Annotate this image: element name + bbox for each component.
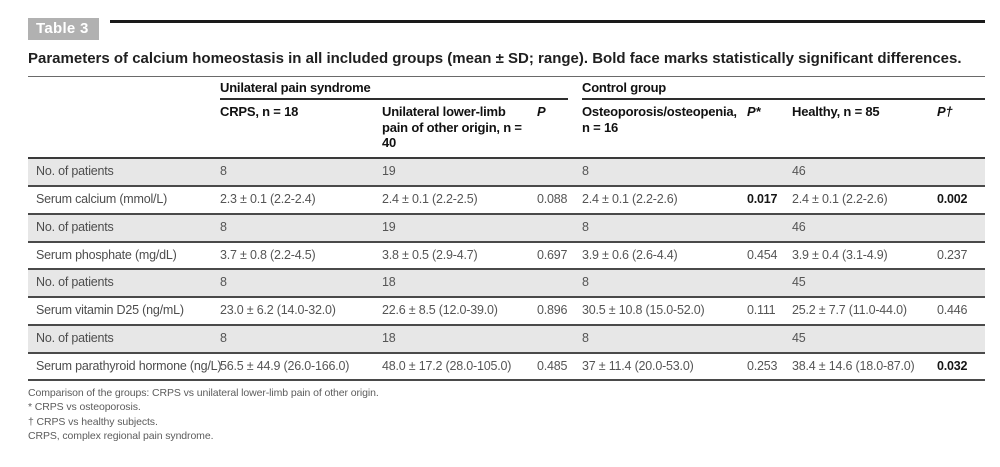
row-label: No. of patients bbox=[36, 219, 114, 234]
table-row-no-patients-4: No. of patients 8 18 8 45 bbox=[28, 324, 986, 353]
row-label: Serum calcium (mmol/L) bbox=[36, 192, 168, 207]
cell: 45 bbox=[792, 330, 806, 345]
footnote-asterisk: * CRPS vs osteoporosis. bbox=[28, 401, 141, 414]
cell: 56.5 ± 44.9 (26.0-166.0) bbox=[220, 358, 350, 373]
table-row-no-patients-3: No. of patients 8 18 8 45 bbox=[28, 269, 986, 298]
cell: 0.446 bbox=[937, 303, 968, 318]
cell bbox=[937, 269, 985, 297]
col-header-lower-limb-pain: Unilateral lower-limb pain of other orig… bbox=[382, 99, 537, 160]
group-control-group: Control group bbox=[582, 77, 986, 100]
cell: 18 bbox=[382, 275, 396, 290]
group-label: Control group bbox=[582, 80, 986, 100]
cell: 2.3 ± 0.1 (2.2-2.4) bbox=[220, 192, 316, 207]
col-header-p-dagger: P† bbox=[937, 99, 986, 160]
cell: 8 bbox=[220, 219, 227, 234]
row-label: No. of patients bbox=[36, 330, 114, 345]
cell: 3.9 ± 0.6 (2.6-4.4) bbox=[582, 247, 678, 262]
cell bbox=[747, 325, 792, 353]
cell: 8 bbox=[220, 330, 227, 345]
table-label-row: Table 3 bbox=[28, 18, 985, 42]
cell: 8 bbox=[582, 164, 589, 179]
cell: 45 bbox=[792, 275, 806, 290]
cell: 19 bbox=[382, 219, 396, 234]
cell: 0.896 bbox=[537, 303, 568, 318]
cell bbox=[747, 214, 792, 242]
col-header-osteoporosis: Osteoporosis/osteopenia, n = 16 bbox=[582, 99, 747, 160]
group-label: Unilateral pain syndrome bbox=[220, 80, 568, 100]
cell: 8 bbox=[582, 219, 589, 234]
col-header-healthy: Healthy, n = 85 bbox=[792, 99, 937, 160]
calcium-homeostasis-table: Unilateral pain syndrome Control group C… bbox=[28, 77, 986, 382]
cell: 0.485 bbox=[537, 358, 568, 373]
row-label: Serum vitamin D25 (ng/mL) bbox=[36, 303, 184, 318]
cell bbox=[537, 325, 582, 353]
table-row-no-patients-2: No. of patients 8 19 8 46 bbox=[28, 213, 986, 242]
table-number-chip: Table 3 bbox=[28, 18, 99, 40]
cell: 8 bbox=[582, 275, 589, 290]
cell bbox=[537, 158, 582, 186]
row-label: Serum parathyroid hormone (ng/L) bbox=[36, 358, 222, 373]
table-figure: Table 3 Parameters of calcium homeostasi… bbox=[28, 0, 986, 443]
top-divider bbox=[110, 20, 985, 23]
cell-significant: 0.002 bbox=[937, 192, 968, 207]
cell: 19 bbox=[382, 164, 396, 179]
cell: 46 bbox=[792, 219, 806, 234]
cell: 8 bbox=[582, 330, 589, 345]
table-row-serum-parathyroid-hormone: Serum parathyroid hormone (ng/L) 56.5 ± … bbox=[28, 353, 986, 381]
cell: 0.454 bbox=[747, 247, 778, 262]
cell: 30.5 ± 10.8 (15.0-52.0) bbox=[582, 303, 705, 318]
col-header-p: P bbox=[537, 99, 582, 160]
cell: 0.253 bbox=[747, 358, 778, 373]
row-label: No. of patients bbox=[36, 275, 114, 290]
cell bbox=[537, 214, 582, 242]
footnote-abbreviation: CRPS, complex regional pain syndrome. bbox=[28, 429, 214, 442]
table-row-serum-calcium: Serum calcium (mmol/L) 2.3 ± 0.1 (2.2-2.… bbox=[28, 186, 986, 214]
cell: 0.697 bbox=[537, 247, 568, 262]
footnote-dagger: † CRPS vs healthy subjects. bbox=[28, 415, 158, 428]
cell: 23.0 ± 6.2 (14.0-32.0) bbox=[220, 303, 336, 318]
footnote-comparison: Comparison of the groups: CRPS vs unilat… bbox=[28, 387, 379, 400]
cell: 8 bbox=[220, 275, 227, 290]
table-row-serum-vitamin-d25: Serum vitamin D25 (ng/mL) 23.0 ± 6.2 (14… bbox=[28, 297, 986, 325]
cell: 2.4 ± 0.1 (2.2-2.6) bbox=[792, 192, 888, 207]
cell: 0.111 bbox=[747, 303, 776, 318]
col-header-p-star: P* bbox=[747, 99, 792, 160]
cell: 25.2 ± 7.7 (11.0-44.0) bbox=[792, 303, 907, 318]
cell: 37 ± 11.4 (20.0-53.0) bbox=[582, 358, 694, 373]
cell: 18 bbox=[382, 330, 396, 345]
table-row-serum-phosphate: Serum phosphate (mg/dL) 3.7 ± 0.8 (2.2-4… bbox=[28, 242, 986, 270]
cell: 22.6 ± 8.5 (12.0-39.0) bbox=[382, 303, 498, 318]
cell: 3.7 ± 0.8 (2.2-4.5) bbox=[220, 247, 316, 262]
caption-divider bbox=[28, 75, 985, 77]
row-label: Serum phosphate (mg/dL) bbox=[36, 247, 177, 262]
cell bbox=[747, 269, 792, 297]
cell: 0.088 bbox=[537, 192, 568, 207]
footnotes: Comparison of the groups: CRPS vs unilat… bbox=[28, 386, 985, 443]
cell bbox=[937, 325, 985, 353]
table-row-no-patients-1: No. of patients 8 19 8 46 bbox=[28, 158, 986, 187]
cell: 48.0 ± 17.2 (28.0-105.0) bbox=[382, 358, 512, 373]
cell: 3.9 ± 0.4 (3.1-4.9) bbox=[792, 247, 888, 262]
cell bbox=[747, 158, 792, 186]
empty-group-cell bbox=[28, 77, 220, 100]
column-group-header-row: Unilateral pain syndrome Control group bbox=[28, 77, 986, 100]
col-header-crps: CRPS, n = 18 bbox=[220, 99, 382, 160]
row-label: No. of patients bbox=[36, 164, 114, 179]
cell-significant: 0.032 bbox=[937, 358, 968, 373]
cell: 8 bbox=[220, 164, 227, 179]
table-caption: Parameters of calcium homeostasis in all… bbox=[28, 50, 962, 67]
cell bbox=[937, 214, 985, 242]
cell: 2.4 ± 0.1 (2.2-2.5) bbox=[382, 192, 478, 207]
cell: 38.4 ± 14.6 (18.0-87.0) bbox=[792, 358, 915, 373]
col-header-parameter bbox=[28, 99, 220, 160]
group-unilateral-pain-syndrome: Unilateral pain syndrome bbox=[220, 77, 582, 100]
cell-significant: 0.017 bbox=[747, 192, 778, 207]
column-header-row: CRPS, n = 18 Unilateral lower-limb pain … bbox=[28, 99, 986, 160]
cell bbox=[537, 269, 582, 297]
cell: 3.8 ± 0.5 (2.9-4.7) bbox=[382, 247, 478, 262]
cell bbox=[937, 158, 985, 186]
cell: 0.237 bbox=[937, 247, 968, 262]
cell: 2.4 ± 0.1 (2.2-2.6) bbox=[582, 192, 678, 207]
cell: 46 bbox=[792, 164, 806, 179]
